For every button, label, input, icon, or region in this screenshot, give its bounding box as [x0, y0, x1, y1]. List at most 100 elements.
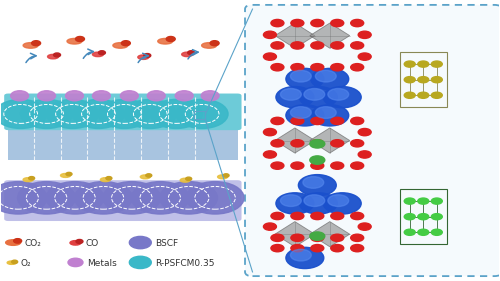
Circle shape [310, 140, 325, 148]
Circle shape [271, 42, 284, 49]
Circle shape [264, 31, 276, 38]
Circle shape [132, 182, 189, 214]
Ellipse shape [23, 178, 33, 182]
Circle shape [432, 92, 442, 98]
Circle shape [350, 140, 364, 147]
Circle shape [331, 212, 344, 220]
Polygon shape [310, 222, 350, 247]
Circle shape [291, 244, 304, 252]
Bar [194, 111, 205, 119]
Circle shape [130, 236, 152, 249]
Circle shape [331, 234, 344, 241]
Circle shape [418, 77, 429, 83]
Circle shape [201, 91, 219, 101]
Circle shape [291, 64, 304, 71]
Circle shape [92, 91, 110, 101]
Circle shape [311, 244, 324, 252]
Circle shape [311, 212, 324, 220]
Circle shape [160, 182, 218, 214]
Ellipse shape [138, 55, 149, 59]
Circle shape [331, 19, 344, 27]
Circle shape [144, 54, 151, 57]
Ellipse shape [48, 55, 58, 59]
Circle shape [311, 117, 324, 124]
Circle shape [311, 19, 324, 27]
Circle shape [303, 176, 324, 188]
Circle shape [264, 128, 276, 136]
Circle shape [264, 53, 276, 60]
Circle shape [271, 212, 284, 220]
Circle shape [331, 117, 344, 124]
Circle shape [291, 162, 304, 169]
Circle shape [290, 249, 312, 261]
Circle shape [280, 89, 301, 100]
Circle shape [286, 68, 324, 90]
Circle shape [404, 77, 415, 83]
Circle shape [291, 42, 304, 49]
Circle shape [124, 99, 176, 128]
Circle shape [350, 244, 364, 252]
Circle shape [103, 182, 160, 214]
Circle shape [291, 212, 304, 220]
Circle shape [130, 256, 152, 269]
Circle shape [18, 182, 76, 214]
Circle shape [72, 99, 124, 128]
Circle shape [331, 162, 344, 169]
Ellipse shape [6, 240, 20, 245]
Circle shape [74, 182, 132, 214]
Circle shape [271, 244, 284, 252]
Circle shape [311, 140, 324, 147]
Circle shape [311, 64, 324, 71]
Circle shape [290, 70, 312, 82]
Circle shape [311, 68, 348, 90]
Ellipse shape [67, 38, 82, 44]
Circle shape [350, 19, 364, 27]
Ellipse shape [180, 178, 190, 182]
Polygon shape [275, 128, 315, 153]
Text: BSCF: BSCF [156, 239, 178, 248]
Circle shape [20, 99, 72, 128]
Circle shape [98, 51, 105, 55]
Circle shape [66, 172, 72, 176]
Circle shape [76, 37, 84, 42]
Circle shape [188, 51, 194, 55]
Circle shape [304, 89, 324, 100]
Circle shape [271, 117, 284, 124]
Circle shape [14, 239, 22, 243]
Circle shape [76, 239, 83, 243]
Ellipse shape [7, 261, 16, 264]
Circle shape [28, 176, 34, 180]
Circle shape [350, 64, 364, 71]
Circle shape [122, 41, 130, 46]
FancyBboxPatch shape [4, 180, 242, 221]
Ellipse shape [70, 241, 81, 245]
Circle shape [310, 232, 325, 240]
Circle shape [418, 214, 429, 220]
Circle shape [304, 195, 324, 207]
Circle shape [106, 176, 112, 180]
Circle shape [186, 182, 244, 214]
Ellipse shape [140, 175, 150, 179]
Circle shape [311, 162, 324, 169]
Circle shape [12, 260, 18, 264]
Circle shape [311, 105, 348, 126]
Circle shape [286, 105, 324, 126]
Circle shape [300, 193, 338, 214]
Circle shape [291, 234, 304, 241]
Circle shape [328, 89, 348, 100]
Circle shape [316, 107, 336, 118]
FancyBboxPatch shape [4, 94, 242, 130]
Circle shape [38, 91, 56, 101]
Circle shape [432, 61, 442, 67]
Circle shape [175, 91, 193, 101]
Circle shape [98, 99, 150, 128]
Circle shape [404, 61, 415, 67]
Polygon shape [310, 128, 350, 153]
Circle shape [148, 91, 165, 101]
Circle shape [404, 229, 415, 235]
Circle shape [350, 162, 364, 169]
Circle shape [331, 244, 344, 252]
Circle shape [271, 140, 284, 147]
Circle shape [298, 175, 337, 196]
Circle shape [350, 212, 364, 220]
